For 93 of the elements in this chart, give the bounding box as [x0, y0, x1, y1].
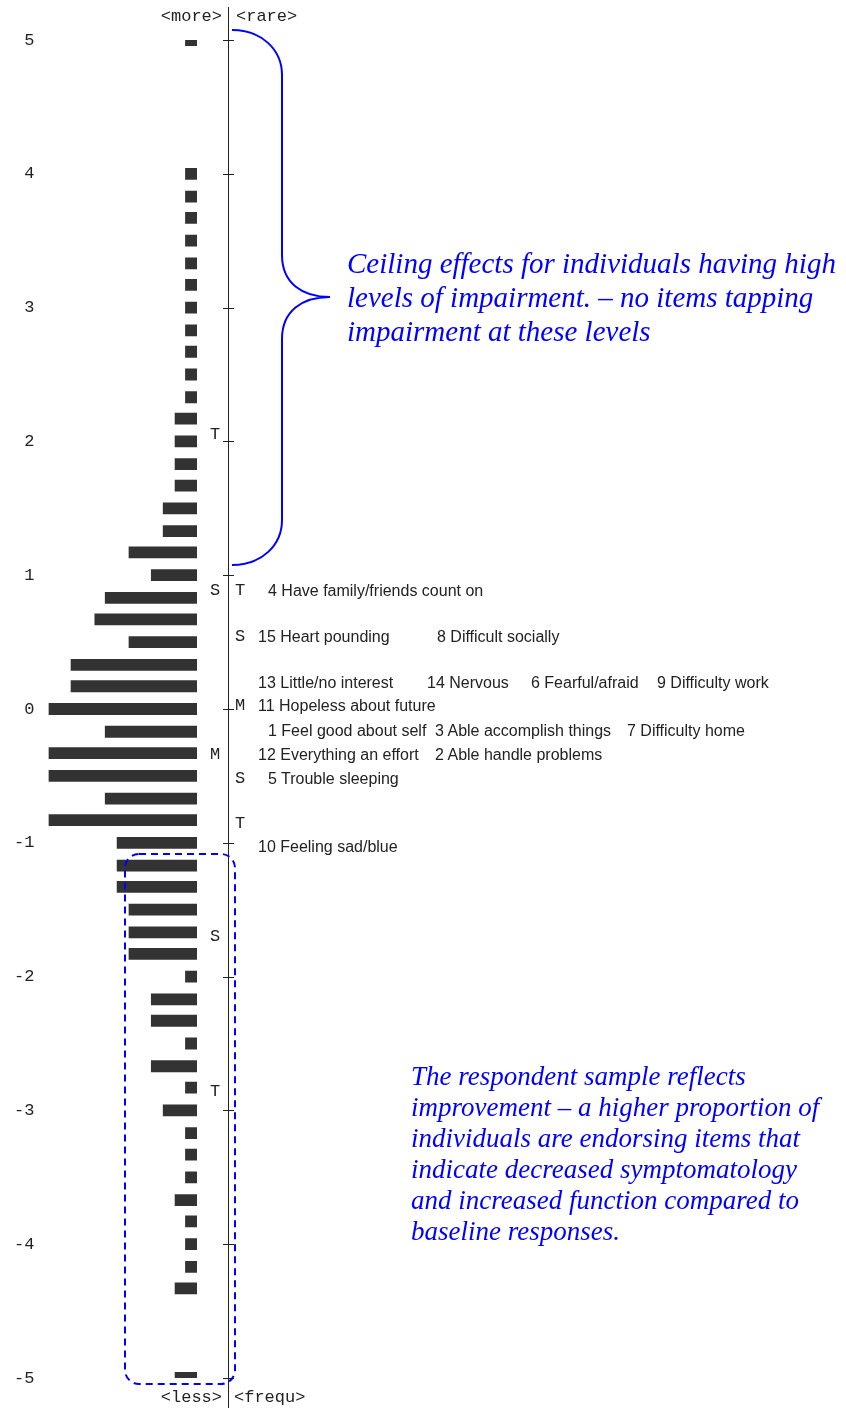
bar: [174, 412, 197, 425]
bar: [185, 1127, 197, 1140]
bar: [185, 1215, 197, 1228]
bar: [150, 569, 197, 582]
bar: [162, 502, 197, 515]
bar: [185, 167, 197, 180]
bar: [185, 1261, 197, 1273]
bar: [185, 970, 197, 983]
bar: [150, 1014, 197, 1027]
y-tick-label: 3: [24, 298, 35, 318]
y-tick-label: 5: [24, 30, 35, 50]
text: 9 Difficulty work: [657, 673, 769, 693]
y-tick-label: 2: [24, 431, 35, 451]
text: T: [233, 814, 247, 834]
bar: [185, 1037, 197, 1050]
text: <frequ>: [234, 1388, 306, 1408]
text: 5 Trouble sleeping: [268, 769, 399, 789]
text: 7 Difficulty home: [627, 721, 745, 741]
text: 4 Have family/friends count on: [268, 581, 484, 601]
bar: [104, 592, 197, 604]
bar: [185, 345, 197, 358]
bar: [174, 479, 197, 492]
bar: [128, 947, 197, 960]
bar: [174, 435, 197, 448]
bar: [185, 1171, 197, 1184]
text: 13 Little/no interest: [258, 673, 394, 693]
text: Ceiling effects for individuals having high levels of impairment. – no items tapping impairment at these levels: [347, 246, 837, 348]
bar: [128, 636, 197, 648]
text: 10 Feeling sad/blue: [258, 837, 398, 857]
text: S: [208, 581, 222, 601]
text: 15 Heart pounding: [258, 627, 390, 647]
bar: [185, 368, 197, 381]
y-tick-label: -3: [14, 1100, 35, 1120]
bar: [185, 257, 197, 270]
bar: [185, 190, 197, 203]
text: 3 Able accomplish things: [435, 721, 612, 741]
bar: [162, 1104, 197, 1117]
y-tick-label: -1: [14, 833, 35, 853]
text: S: [233, 627, 247, 647]
y-tick-label: 0: [24, 699, 35, 719]
text: M: [208, 745, 222, 765]
text: 1 Feel good about self: [268, 721, 427, 741]
bar: [174, 1194, 197, 1206]
bar: [185, 212, 197, 224]
bar: [116, 881, 197, 893]
bar: [185, 301, 197, 314]
bar: [174, 458, 197, 471]
text: <less>: [160, 1388, 222, 1408]
text: 12 Everything an effort: [258, 745, 419, 765]
bar: [104, 725, 197, 738]
text: 11 Hopeless about future: [258, 696, 436, 716]
text: The respondent sample reflects improvement – a higher proportion of individuals are endorsing items that indicate decreased symptomatology and increased function compared to baseline responses.: [411, 1061, 824, 1247]
y-tick-label: 4: [24, 164, 35, 184]
bar: [185, 324, 197, 337]
bar: [116, 859, 197, 872]
text: 14 Nervous: [427, 673, 509, 693]
text: 2 Able handle problems: [435, 745, 603, 765]
bar: [104, 792, 197, 805]
text: 6 Fearful/afraid: [531, 673, 639, 693]
bar: [185, 278, 197, 291]
bar: [48, 770, 197, 782]
text: S: [233, 769, 247, 789]
bar: [116, 836, 197, 849]
text: <more>: [160, 7, 222, 27]
bar: [174, 1282, 197, 1295]
text: M: [233, 696, 247, 716]
bar: [185, 1238, 197, 1251]
text: <rare>: [236, 7, 298, 27]
bar: [150, 1060, 197, 1073]
text: T: [208, 425, 222, 445]
bar: [128, 546, 197, 559]
y-tick-label: -4: [14, 1234, 35, 1254]
bar: [48, 814, 197, 826]
bar: [150, 993, 197, 1006]
bar: [185, 1081, 197, 1094]
text: S: [208, 927, 222, 947]
bar: [128, 926, 197, 939]
y-tick-label: -2: [14, 967, 35, 987]
text: T: [233, 581, 247, 601]
y-tick-label: -5: [14, 1368, 35, 1388]
bar: [70, 680, 197, 693]
text: 8 Difficult socially: [437, 627, 560, 647]
bar: [48, 747, 197, 760]
bar: [128, 903, 197, 916]
bar: [162, 525, 197, 537]
bar: [70, 658, 197, 671]
text: T: [208, 1082, 222, 1102]
y-tick-label: 1: [24, 565, 35, 585]
bar: [185, 1148, 197, 1161]
bar: [185, 234, 197, 247]
bar: [185, 391, 197, 404]
bar: [94, 613, 197, 626]
bar: [48, 703, 197, 715]
